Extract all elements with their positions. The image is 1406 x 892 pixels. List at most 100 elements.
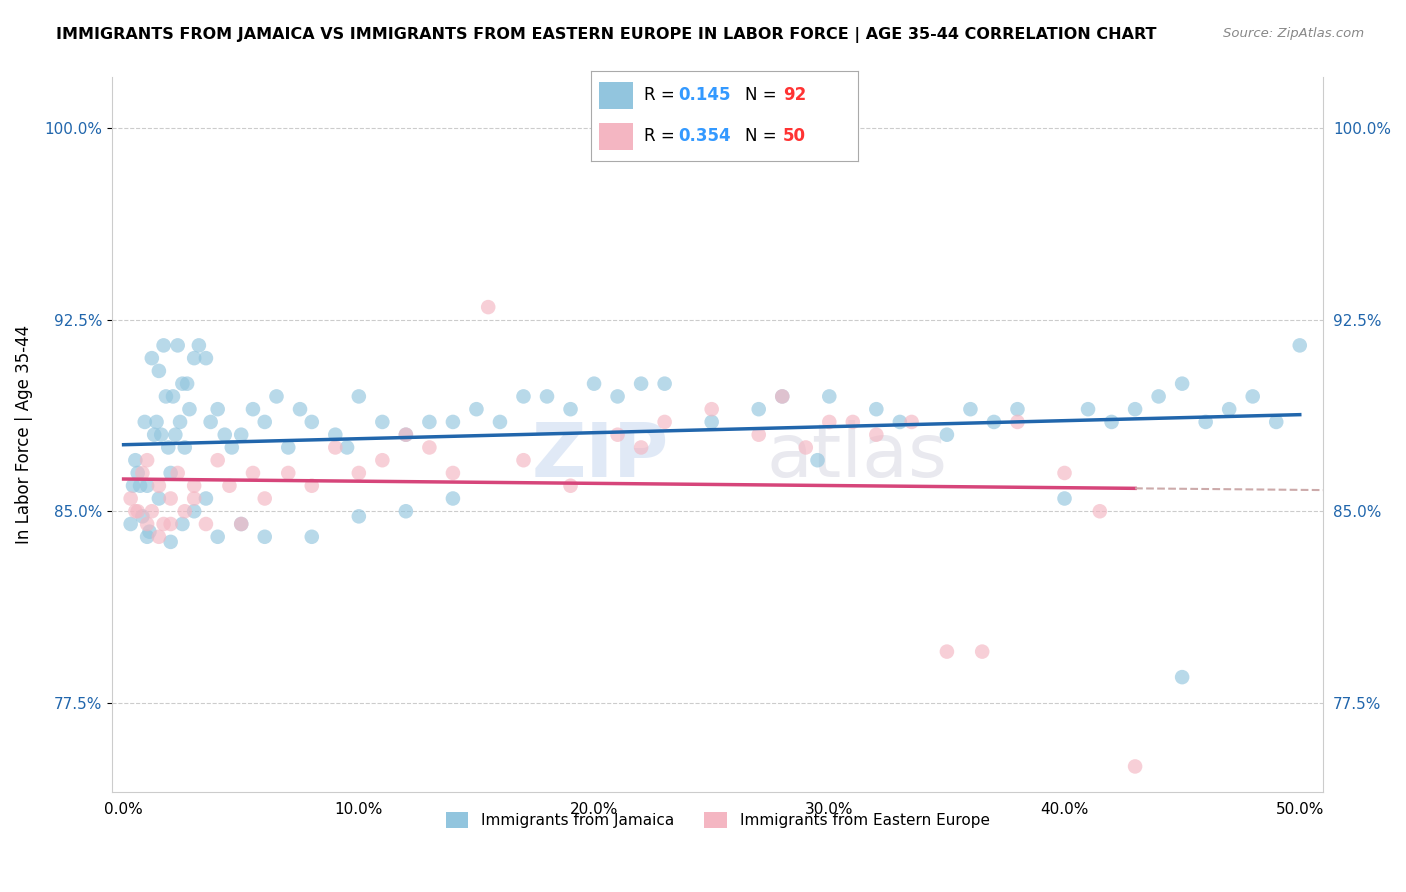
- Point: [889, 415, 911, 429]
- Point: [606, 427, 628, 442]
- Point: [1077, 402, 1099, 417]
- Point: [748, 402, 770, 417]
- Point: [253, 491, 276, 506]
- Point: [395, 504, 418, 518]
- Point: [165, 427, 187, 442]
- Point: [143, 427, 166, 442]
- Point: [1241, 389, 1264, 403]
- Point: [288, 402, 311, 417]
- Point: [630, 376, 652, 391]
- Point: [159, 466, 181, 480]
- Point: [1123, 402, 1146, 417]
- Point: [253, 415, 276, 429]
- Point: [1171, 376, 1194, 391]
- Point: [124, 453, 146, 467]
- Text: 0.145: 0.145: [679, 87, 731, 104]
- Point: [323, 441, 346, 455]
- Point: [700, 402, 723, 417]
- Text: N =: N =: [745, 128, 782, 145]
- Point: [395, 427, 418, 442]
- Point: [172, 376, 194, 391]
- Point: [124, 504, 146, 518]
- Point: [806, 453, 828, 467]
- Point: [512, 453, 534, 467]
- Point: [935, 427, 957, 442]
- Text: R =: R =: [644, 128, 681, 145]
- Text: R =: R =: [644, 87, 681, 104]
- Point: [441, 491, 464, 506]
- Point: [136, 479, 159, 493]
- Point: [512, 389, 534, 403]
- Point: [141, 351, 163, 366]
- Point: [983, 415, 1005, 429]
- Point: [169, 415, 191, 429]
- Point: [654, 376, 676, 391]
- Point: [301, 415, 323, 429]
- Point: [935, 645, 957, 659]
- Point: [418, 415, 440, 429]
- Point: [770, 389, 793, 403]
- Point: [1171, 670, 1194, 684]
- Point: [159, 534, 181, 549]
- Point: [131, 509, 153, 524]
- Point: [347, 389, 370, 403]
- Point: [347, 509, 370, 524]
- Point: [418, 441, 440, 455]
- Point: [1218, 402, 1240, 417]
- Point: [183, 479, 205, 493]
- Point: [207, 530, 229, 544]
- Point: [150, 427, 173, 442]
- Point: [323, 427, 346, 442]
- Point: [972, 645, 994, 659]
- Point: [221, 441, 243, 455]
- Point: [489, 415, 512, 429]
- Point: [630, 441, 652, 455]
- Point: [606, 389, 628, 403]
- Point: [207, 402, 229, 417]
- Point: [1123, 759, 1146, 773]
- Point: [770, 389, 793, 403]
- Point: [818, 415, 841, 429]
- Point: [583, 376, 606, 391]
- Point: [122, 479, 145, 493]
- Point: [127, 466, 149, 480]
- Point: [183, 504, 205, 518]
- Point: [138, 524, 160, 539]
- Point: [176, 376, 198, 391]
- Point: [214, 427, 236, 442]
- Text: N =: N =: [745, 87, 782, 104]
- Point: [1007, 402, 1029, 417]
- Point: [336, 441, 359, 455]
- Point: [441, 415, 464, 429]
- Point: [120, 516, 142, 531]
- Text: 92: 92: [783, 87, 806, 104]
- Point: [900, 415, 922, 429]
- Point: [159, 491, 181, 506]
- Point: [183, 491, 205, 506]
- Point: [1288, 338, 1310, 352]
- Text: atlas: atlas: [766, 419, 948, 492]
- Point: [1265, 415, 1288, 429]
- Point: [148, 364, 170, 378]
- Text: ZIP: ZIP: [531, 419, 669, 492]
- Text: 50: 50: [783, 128, 806, 145]
- Point: [159, 516, 181, 531]
- Point: [127, 504, 149, 518]
- Point: [179, 402, 201, 417]
- Text: Source: ZipAtlas.com: Source: ZipAtlas.com: [1223, 27, 1364, 40]
- Point: [129, 479, 152, 493]
- Point: [748, 427, 770, 442]
- Point: [194, 351, 217, 366]
- Point: [194, 516, 217, 531]
- Point: [183, 351, 205, 366]
- Point: [865, 402, 887, 417]
- Point: [700, 415, 723, 429]
- Point: [560, 479, 582, 493]
- Point: [818, 389, 841, 403]
- Point: [136, 530, 159, 544]
- Point: [477, 300, 499, 314]
- Text: IMMIGRANTS FROM JAMAICA VS IMMIGRANTS FROM EASTERN EUROPE IN LABOR FORCE | AGE 3: IMMIGRANTS FROM JAMAICA VS IMMIGRANTS FR…: [56, 27, 1157, 43]
- Point: [152, 338, 174, 352]
- Point: [242, 466, 264, 480]
- Point: [1053, 466, 1076, 480]
